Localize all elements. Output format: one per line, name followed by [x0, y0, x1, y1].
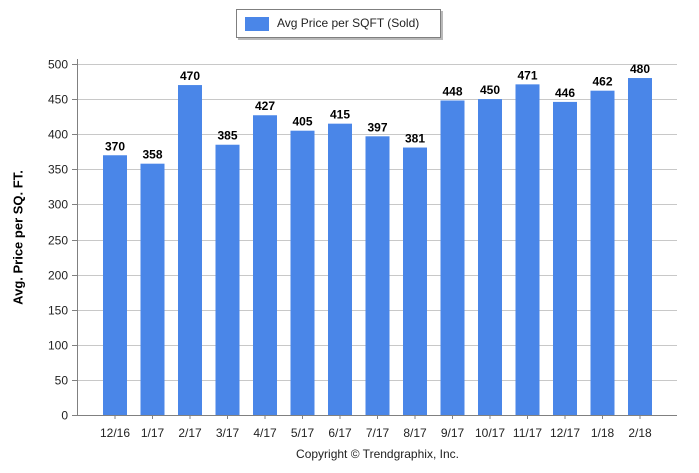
bar [253, 115, 277, 415]
data-label: 480 [630, 62, 650, 76]
bar [178, 85, 202, 415]
data-label: 370 [105, 139, 125, 153]
data-label: 397 [367, 120, 387, 134]
x-tick-label: 8/17 [403, 426, 427, 440]
bar [140, 163, 165, 415]
data-label: 462 [592, 75, 612, 89]
x-axis-ticks: 12/16 1/17 2/17 3/17 4/17 5/17 6/17 7/17 8/17 9/1… [100, 415, 652, 440]
x-tick-label: 6/17 [328, 426, 352, 440]
y-tick-label: 500 [48, 58, 68, 72]
copyright-footer: Copyright © Trendgraphix, Inc. [296, 447, 459, 461]
bar [290, 130, 315, 415]
x-tick-label: 9/17 [441, 426, 465, 440]
data-label: 450 [480, 83, 500, 97]
x-tick-label: 2/17 [178, 426, 202, 440]
x-tick-label: 3/17 [216, 426, 240, 440]
x-tick-label: 12/16 [100, 426, 130, 440]
bars [103, 78, 652, 416]
y-tick-label: 50 [55, 374, 69, 388]
bar [515, 84, 540, 415]
bar [328, 123, 352, 416]
y-tick-label: 450 [48, 93, 68, 107]
x-tick-label: 1/18 [591, 426, 615, 440]
x-tick-label: 10/17 [475, 426, 505, 440]
data-label: 415 [330, 108, 350, 122]
y-tick-label: 300 [48, 198, 68, 212]
legend-label: Avg Price per SQFT (Sold) [277, 16, 420, 30]
bar [553, 101, 577, 416]
bar [440, 100, 465, 415]
data-label: 427 [255, 99, 275, 113]
legend: Avg Price per SQFT (Sold) [236, 9, 441, 38]
y-tick-label: 350 [48, 163, 68, 177]
bar [215, 144, 240, 416]
data-label: 471 [517, 68, 537, 82]
bar [628, 78, 652, 415]
data-label: 470 [180, 69, 200, 83]
y-tick-label: 0 [61, 409, 68, 423]
y-tick-label: 250 [48, 234, 68, 248]
bar [103, 155, 127, 415]
data-label: 446 [555, 86, 575, 100]
data-label: 381 [405, 132, 425, 146]
legend-swatch [245, 17, 269, 31]
bar [478, 99, 502, 415]
bar [365, 136, 390, 415]
data-label: 358 [142, 148, 162, 162]
x-tick-label: 1/17 [141, 426, 165, 440]
data-label: 448 [442, 85, 462, 99]
x-tick-label: 5/17 [291, 426, 315, 440]
x-tick-label: 7/17 [366, 426, 390, 440]
y-tick-label: 200 [48, 269, 68, 283]
y-axis-ticks: 0 50 100 150 200 250 300 350 400 450 500 [48, 58, 77, 423]
y-tick-label: 100 [48, 339, 68, 353]
bar [590, 90, 615, 416]
x-tick-label: 2/18 [628, 426, 652, 440]
data-labels: 370 358 470 385 427 405 415 397 381 448 450 471 446 4… [105, 62, 650, 162]
data-label: 405 [292, 115, 312, 129]
x-tick-label: 11/17 [513, 426, 542, 440]
y-axis-label: Avg. Price per SQ. FT. [10, 170, 26, 305]
x-tick-label: 12/17 [550, 426, 580, 440]
y-tick-label: 150 [48, 304, 68, 318]
bar [403, 147, 427, 415]
x-tick-label: 4/17 [253, 426, 277, 440]
data-label: 385 [217, 129, 237, 143]
y-tick-label: 400 [48, 128, 68, 142]
